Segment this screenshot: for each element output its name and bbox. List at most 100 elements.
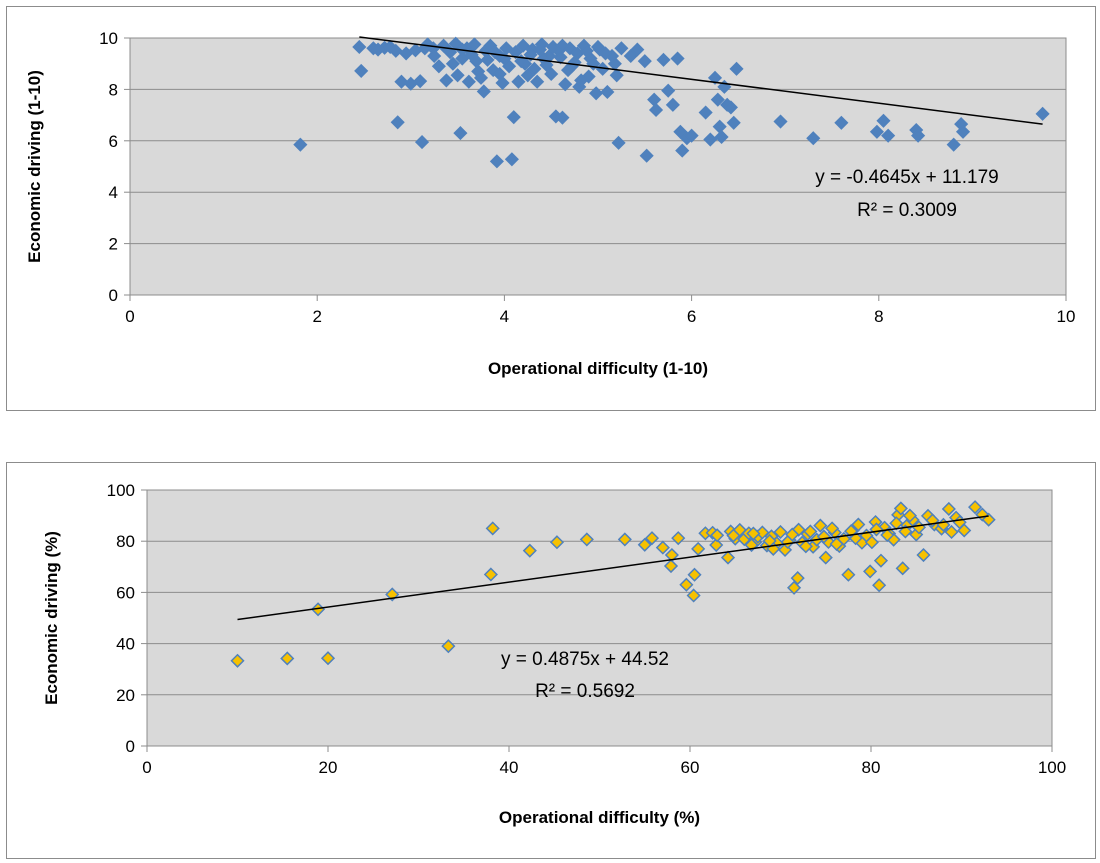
data-point (609, 68, 624, 83)
data-point (516, 38, 531, 53)
data-point (230, 653, 245, 668)
data-point (611, 135, 626, 150)
data-point (787, 580, 802, 595)
data-point (785, 527, 800, 542)
data-point (679, 577, 694, 592)
data-point (492, 66, 507, 82)
data-point (803, 524, 818, 539)
data-point (656, 52, 671, 67)
data-point (544, 66, 559, 82)
chart-operational-difficulty-percent: 0 20 40 60 80 100 0 20 40 60 80 100 y = 0.4875x + 44… (6, 462, 1096, 859)
data-point (614, 41, 629, 56)
data-point (707, 70, 723, 85)
r-squared-label: R² = 0.5692 (535, 681, 635, 702)
data-point (467, 37, 482, 52)
data-point (630, 42, 645, 57)
data-point (637, 54, 652, 69)
data-point (522, 543, 537, 558)
data-point (370, 42, 386, 57)
y-tick-label: 0 (109, 286, 118, 305)
data-point (661, 83, 676, 98)
data-point (664, 547, 679, 563)
r-squared-label: R² = 0.3009 (857, 200, 957, 221)
data-point (944, 524, 959, 540)
data-point (600, 84, 615, 100)
data-point (872, 578, 887, 593)
data-point (863, 564, 878, 579)
data-point (726, 115, 741, 130)
data-point (558, 77, 573, 92)
data-point (320, 651, 336, 666)
data-point (352, 39, 367, 55)
data-point (388, 43, 403, 58)
data-point (390, 115, 405, 130)
data-point (480, 52, 495, 67)
data-point (414, 135, 430, 150)
data-point (655, 540, 670, 555)
y-tick-label: 20 (116, 686, 135, 705)
data-point (762, 533, 777, 549)
data-point (698, 105, 713, 120)
y-tick-label: 10 (99, 29, 118, 48)
y-tick-label: 100 (107, 481, 135, 500)
data-point (773, 114, 788, 129)
data-point (881, 128, 896, 143)
data-point (720, 550, 736, 565)
data-point (445, 56, 460, 71)
data-point (579, 43, 594, 58)
data-point (916, 547, 931, 563)
data-point (483, 567, 498, 582)
data-point (729, 61, 744, 76)
data-point (508, 45, 523, 60)
data-point (723, 100, 738, 115)
data-point (427, 48, 442, 64)
y-axis-title: Economic driving (%) (42, 531, 61, 705)
data-point (439, 73, 454, 88)
data-point (450, 68, 465, 83)
trendline (359, 36, 1043, 125)
data-point (617, 532, 632, 547)
data-point (710, 528, 725, 543)
data-point (441, 639, 456, 654)
x-tick-label: 60 (681, 758, 700, 777)
data-point (746, 526, 761, 541)
x-tick-label: 0 (125, 307, 134, 326)
data-point (560, 63, 576, 78)
y-tick-label: 40 (116, 635, 135, 654)
data-point (813, 518, 828, 533)
data-point (873, 553, 889, 568)
data-point (798, 539, 813, 554)
data-point (670, 51, 685, 66)
y-tick-label: 2 (109, 235, 118, 254)
data-point (530, 74, 545, 89)
data-point (790, 571, 805, 586)
data-point (902, 508, 917, 523)
data-point (671, 531, 686, 546)
y-tick-label: 80 (116, 532, 135, 551)
data-point (880, 527, 895, 543)
data-point (941, 501, 956, 517)
data-point (968, 500, 983, 515)
data-point (806, 131, 821, 146)
y-tick-label: 6 (109, 132, 118, 151)
data-point (555, 38, 570, 53)
data-point (895, 561, 910, 576)
x-tick-label: 20 (319, 758, 338, 777)
x-tick-label: 100 (1038, 758, 1066, 777)
data-point (946, 137, 961, 152)
x-axis-title: Operational difficulty (1-10) (488, 359, 708, 378)
y-tick-label: 60 (116, 583, 135, 602)
data-point (532, 42, 548, 57)
x-tick-label: 10 (1057, 307, 1076, 326)
chart-2-svg: 0 20 40 60 80 100 0 20 40 60 80 100 y = 0.4875x + 44… (42, 481, 1066, 827)
data-point (555, 110, 570, 125)
data-point (471, 64, 486, 79)
data-point (394, 74, 409, 89)
data-point (280, 651, 295, 666)
x-tick-label: 8 (874, 307, 883, 326)
data-point (825, 521, 840, 536)
trendline-equation: y = -0.4645x + 11.179 (815, 167, 998, 188)
data-point (834, 115, 849, 130)
data-point (841, 567, 856, 582)
data-point (911, 128, 926, 143)
